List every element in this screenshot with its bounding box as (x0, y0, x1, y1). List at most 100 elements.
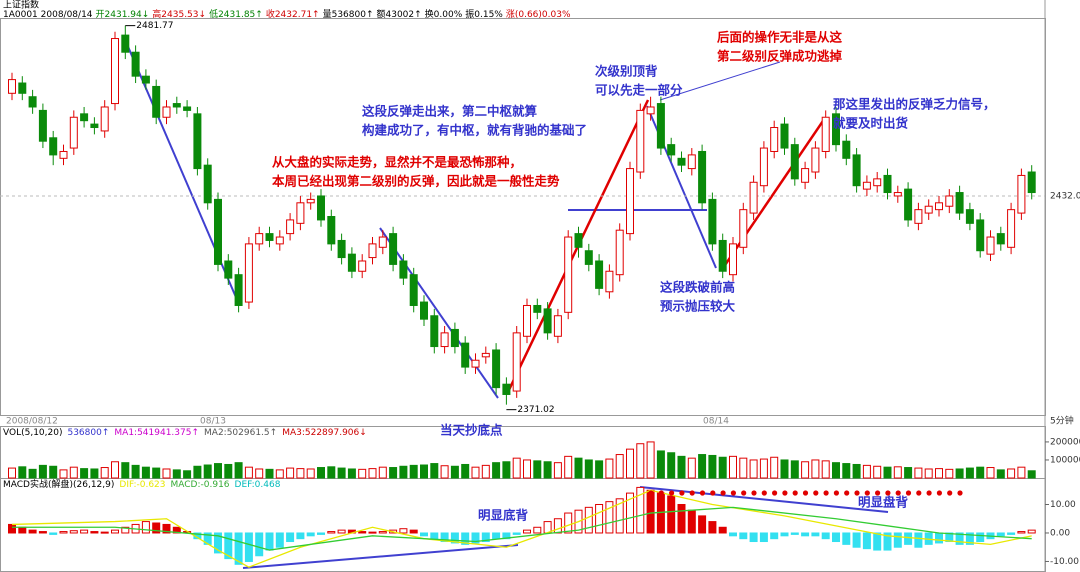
volume-bar (461, 463, 470, 479)
macd-bar (780, 532, 789, 537)
macd-bar (811, 532, 820, 537)
signal-dot (741, 490, 747, 496)
dea-line (12, 506, 1032, 551)
candle-body (317, 195, 325, 221)
candle-body (873, 178, 882, 187)
volume-bar (224, 463, 233, 479)
candle-body (296, 202, 305, 224)
quote-field: 收2432.71↑ (266, 8, 320, 20)
macd-header: MACD实战(解盘)(26,12,9) DIF:-0.623 MACD:-0.916… (3, 478, 281, 490)
macd-bar (296, 532, 305, 540)
macd-bar (440, 532, 449, 543)
macd-bar (873, 532, 882, 551)
arrow (379, 227, 499, 399)
macd-bar (1007, 532, 1016, 535)
volume-bar (862, 464, 871, 479)
macd-bar (306, 532, 315, 537)
candle-body (862, 181, 871, 190)
candle-body (49, 137, 58, 156)
candle-body (378, 236, 387, 248)
candle-body (461, 342, 470, 368)
candle-body (327, 216, 336, 245)
time-label: 2008/08/12 (6, 417, 58, 427)
macd-bar (698, 515, 707, 534)
candle-body (1017, 174, 1026, 214)
volume-field: VOL(5,10,20) (3, 428, 62, 438)
candle-body (121, 34, 130, 53)
volume-bar (28, 468, 37, 479)
signal-dot (936, 490, 943, 496)
candle-body (234, 274, 243, 306)
candle-body (430, 315, 439, 348)
candle-body (100, 106, 109, 132)
candle-body (708, 198, 717, 245)
candle-body (275, 236, 284, 245)
candle-body (656, 103, 665, 149)
macd-bar (430, 532, 439, 540)
candle-body (698, 150, 707, 204)
macd-bar (80, 529, 89, 534)
candle-body (677, 157, 686, 166)
macd-bar (749, 532, 758, 543)
macd-bar (512, 532, 521, 535)
quote-field: 量536800↑ (323, 9, 374, 20)
volume-bar (605, 458, 614, 479)
volume-bar (399, 465, 408, 479)
macd-bar (244, 532, 253, 562)
volume-bar (368, 468, 377, 479)
volume-bar (904, 467, 913, 479)
volume-bar (801, 461, 810, 479)
macd-bar (718, 526, 727, 534)
volume-bar (976, 466, 985, 479)
annotation: 那这里发出的反弹乏力信号， (833, 97, 996, 112)
volume-bar (420, 464, 428, 479)
volume-bar (193, 465, 202, 479)
macd-bar (358, 531, 367, 534)
candle-body (667, 144, 676, 156)
candle-body (687, 154, 696, 170)
candle-body (924, 205, 933, 214)
candle-body (59, 150, 68, 159)
candle-body (790, 144, 799, 180)
volume-bar (687, 457, 696, 479)
macd-bar (564, 512, 573, 534)
signal-dot (782, 490, 788, 496)
macd-bar (378, 531, 387, 534)
macd-bar (523, 529, 531, 534)
macd-bar (234, 532, 243, 565)
annotation: 预示抛压较大 (660, 299, 736, 314)
candle-body (1007, 209, 1016, 248)
macd-bar (265, 532, 274, 551)
signal-dot (926, 490, 932, 496)
candle-body (883, 174, 892, 194)
y-tick-label: 2432.0 (1050, 191, 1080, 201)
annotation: 第二级别反弹成功逃掉 (717, 49, 843, 64)
annotation: 这段反弹走出来，第二中枢就算 (362, 104, 538, 119)
signal-dot (823, 490, 829, 496)
signal-dot (720, 490, 726, 496)
volume-bar (111, 461, 119, 479)
volume-bar (584, 459, 593, 479)
candle-body (893, 192, 902, 197)
candle-body (162, 106, 171, 118)
volume-bar (626, 448, 634, 479)
volume-bar (646, 441, 655, 479)
candle-body (347, 253, 356, 272)
quote-field: 涨(0.66)0.03% (506, 9, 571, 20)
header-title: 上证指数 (3, 0, 39, 11)
volume-bar (842, 463, 851, 479)
period-label: 5分钟 (1050, 415, 1074, 427)
y-tick-label: 200000 (1050, 437, 1080, 447)
candle-body (821, 116, 830, 152)
volume-bar (883, 466, 892, 479)
volume-bar (183, 470, 192, 479)
volume-bar (347, 468, 356, 479)
candle-body (564, 236, 573, 313)
candle-body (193, 113, 202, 170)
candle-body (265, 233, 274, 241)
volume-field: MA3:522897.906↓ (282, 428, 367, 438)
macd-bar (286, 532, 295, 543)
macd-bar (935, 532, 943, 544)
macd-bar (904, 532, 913, 545)
macd-bar (955, 532, 964, 545)
